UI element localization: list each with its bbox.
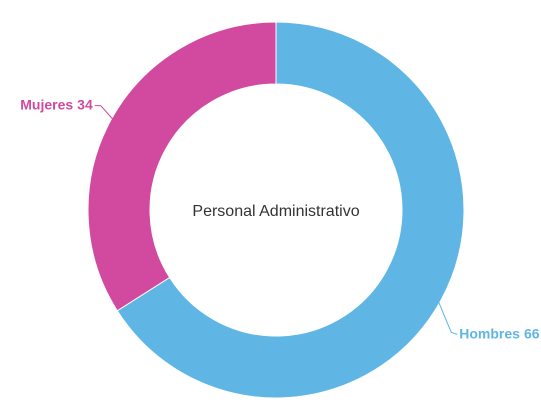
slice: [87, 21, 277, 312]
slice: [116, 21, 465, 399]
label-value: 66: [524, 325, 540, 341]
connector: [436, 298, 458, 335]
data-label: Hombres 66: [459, 325, 539, 341]
label-name: Mujeres: [20, 96, 73, 112]
center-label: Personal Administrativo: [192, 203, 359, 220]
data-label: Mujeres 34: [20, 96, 93, 112]
label-value: 34: [77, 96, 93, 112]
label-name: Hombres: [459, 325, 520, 341]
connector: [94, 105, 116, 122]
